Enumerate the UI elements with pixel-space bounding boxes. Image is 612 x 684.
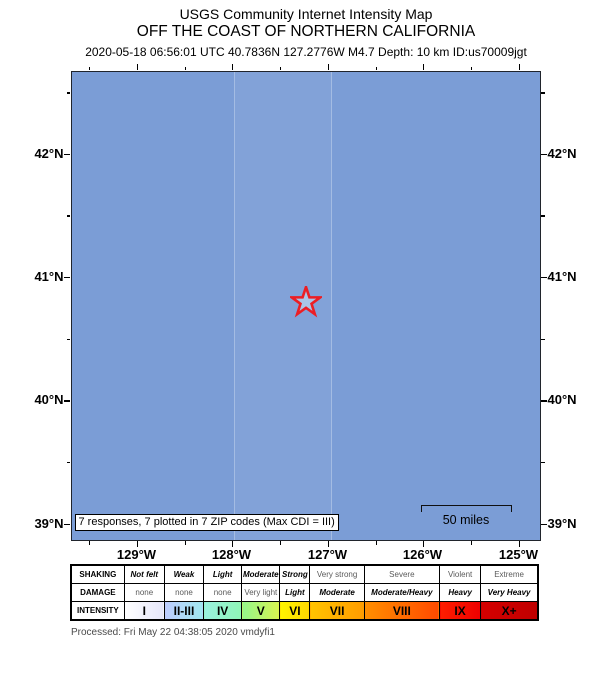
responses-status-box: 7 responses, 7 plotted in 7 ZIP codes (M… [74,513,339,531]
page-title: USGS Community Internet Intensity Map [179,6,433,22]
shaking-cell: Light [203,564,243,584]
damage-cell: Moderate [309,583,365,602]
lat-label-39n-left: 39°N [34,515,64,531]
tick [422,64,424,70]
shaking-cell: Weak [163,564,205,584]
tick [541,92,545,94]
lat-label-40n-right: 40°N [547,391,577,407]
tick [66,338,70,340]
event-region-title: OFF THE COAST OF NORTHERN CALIFORNIA [136,23,476,40]
lat-label-41n-right: 41°N [547,268,577,284]
epicenter-star-icon [289,285,322,317]
tick [541,523,547,525]
intensity-cell: IV [203,601,243,621]
tick [66,92,70,94]
tick [184,66,186,70]
legend-header-shaking: SHAKING [70,564,125,584]
tick [64,400,70,402]
processed-timestamp: Processed: Fri May 22 04:38:05 2020 vmdy… [71,627,275,638]
tick [184,541,186,545]
tick [541,215,545,217]
tick [327,64,329,70]
tick [470,66,472,70]
damage-cell: none [123,583,165,602]
map-plot-area: 42°N 41°N 40°N 39°N 42°N 41°N 40°N 39°N … [34,64,577,562]
tick [541,400,547,402]
tick [518,64,520,70]
shaking-cell: Extreme [480,564,539,584]
lon-label-125w: 125°W [498,546,539,562]
tick [136,541,138,547]
tick [64,523,70,525]
tick [64,153,70,155]
damage-cell: Very light [241,583,281,602]
map-scale-bar: 50 miles [420,504,512,527]
intensity-cell: VI [279,601,311,621]
damage-cell: Heavy [439,583,482,602]
lat-label-42n-left: 42°N [34,145,64,161]
damage-cell: Moderate/Heavy [363,583,441,602]
tick [88,66,90,70]
intensity-cell: IX [439,601,482,621]
lon-label-128w: 128°W [211,546,252,562]
lat-label-40n-left: 40°N [34,391,64,407]
shaking-cell: Violent [439,564,482,584]
shaking-cell: Very strong [309,564,365,584]
tick [375,541,377,545]
legend-row-damage: DAMAGE none none none Very light Light M… [70,583,539,602]
tick [279,66,281,70]
tick [279,541,281,545]
damage-cell: Very Heavy [480,583,539,602]
lat-label-39n-right: 39°N [547,515,577,531]
tick [88,541,90,545]
intensity-cell: I [123,601,165,621]
intensity-cell: VIII [363,601,441,621]
lon-label-129w: 129°W [116,546,157,562]
map-tile-seam [233,71,332,540]
lon-label-127w: 127°W [307,546,348,562]
legend-header-damage: DAMAGE [70,583,125,602]
shaking-cell: Moderate [241,564,281,584]
intensity-cell: X+ [480,601,539,621]
tick [231,541,233,547]
shaking-cell: Severe [363,564,441,584]
tick [541,153,547,155]
intensity-cell: VII [309,601,365,621]
scale-bar-label: 50 miles [442,512,490,527]
legend-row-shaking: SHAKING Not felt Weak Light Moderate Str… [70,564,539,584]
intensity-cell: II-III [163,601,205,621]
intensity-legend-table: SHAKING Not felt Weak Light Moderate Str… [70,564,539,621]
damage-cell: none [163,583,205,602]
shaking-cell: Strong [279,564,311,584]
tick [470,541,472,545]
tick [541,338,545,340]
lat-label-41n-left: 41°N [34,268,64,284]
legend-row-intensity: INTENSITY I II-III IV V VI VII VIII IX X… [70,601,539,621]
lat-label-42n-right: 42°N [547,145,577,161]
tick [66,461,70,463]
tick [541,461,545,463]
tick [64,276,70,278]
lon-label-126w: 126°W [402,546,443,562]
intensity-cell: V [241,601,281,621]
tick [231,64,233,70]
event-details-line: 2020-05-18 06:56:01 UTC 40.7836N 127.277… [85,45,527,59]
tick [136,64,138,70]
scale-bar-bracket [420,504,512,512]
damage-cell: Light [279,583,311,602]
tick [518,541,520,547]
legend-header-intensity: INTENSITY [70,601,125,621]
tick [422,541,424,547]
tick [541,276,547,278]
tick [327,541,329,547]
damage-cell: none [203,583,243,602]
shaking-cell: Not felt [123,564,165,584]
tick [375,66,377,70]
tick [66,215,70,217]
